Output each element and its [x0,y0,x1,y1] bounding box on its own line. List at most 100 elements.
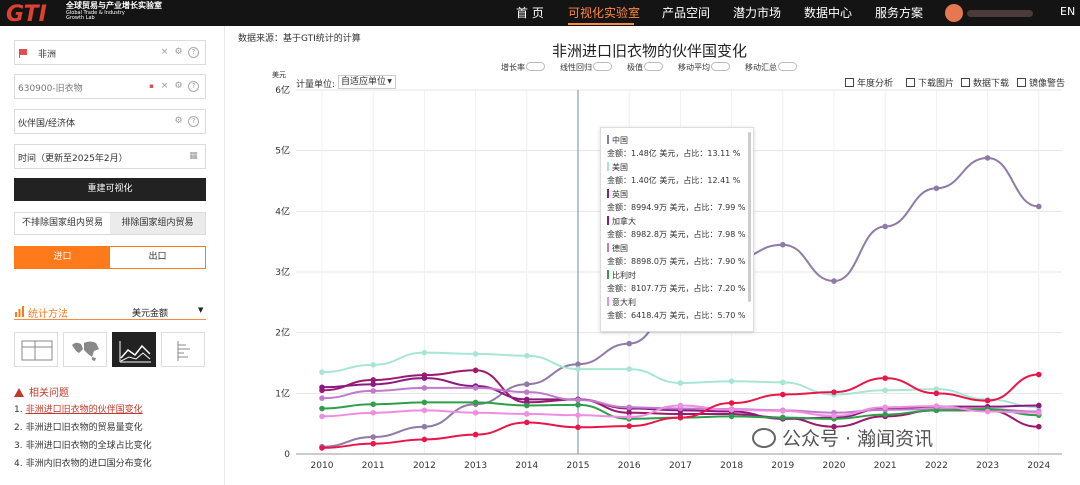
import-tab[interactable]: 进口 [15,247,110,268]
y-tick-label: 1亿 [275,387,290,399]
settings-icon[interactable]: ⚙ [174,116,183,126]
user-name-blurred[interactable] [967,10,1033,17]
related-question[interactable]: 3. 非洲进口旧衣物的全球占比变化 [14,438,152,451]
toggle-switch[interactable] [778,62,797,71]
stat-method-value: 美元金额 [132,309,169,319]
tooltip-series-name: 英国 [607,189,628,200]
calendar-icon[interactable]: ▦ [189,151,198,161]
data-point [421,349,428,356]
data-point [933,407,940,414]
related-link[interactable]: 非洲内旧衣物的进口国分布变化 [25,459,152,469]
wechat-icon [752,428,776,448]
avatar[interactable] [945,4,963,22]
data-source: 数据来源：基于GTI统计的计算 [238,34,361,44]
unit-select[interactable]: 自适应单位 ▼ [338,75,396,89]
nav-item[interactable]: 首 页 [516,6,544,20]
chevron-down-icon: ▼ [387,78,392,85]
viz-list-button[interactable] [161,332,205,367]
help-icon[interactable]: ? [188,81,199,92]
top-nav-bar: GTI 全球贸易与产业增长实验室 Global Trade & Industry… [0,0,1080,26]
gti-logo[interactable]: GTI [6,2,62,24]
series-line [321,373,1039,449]
chart-tool-button[interactable]: 数据下载 [961,76,1009,89]
data-point [319,369,325,375]
logo-text: 全球贸易与产业增长实验室 Global Trade & Industry Gro… [66,2,162,21]
viz-map-button[interactable] [63,332,107,367]
document-icon [1017,78,1026,87]
nav-item[interactable]: 数据中心 [804,6,853,20]
toggle-switch[interactable] [526,62,545,71]
related-question[interactable]: 4. 非洲内旧衣物的进口国分布变化 [14,456,152,469]
help-icon[interactable]: ? [188,47,199,58]
nav-item[interactable]: 可视化实验室 [568,6,641,20]
product-field[interactable]: 630900-旧衣物 × ▪ ⚙ ? [14,74,206,99]
settings-icon[interactable]: ⚙ [174,81,183,91]
warning-icon [14,388,24,397]
data-point [728,413,735,420]
related-question[interactable]: 1. 非洲进口旧衣物的伙伴国变化 [14,402,143,415]
rebuild-button[interactable]: 重建可视化 [14,178,206,201]
nav-item[interactable]: 服务方案 [875,6,924,20]
data-point [319,405,325,412]
nav-item[interactable]: 产品空间 [662,6,711,20]
toggle-label: 移动平均 [678,63,710,72]
series-color-swatch [607,216,609,225]
table-layout-icon [21,340,53,361]
toggle-switch[interactable] [644,62,663,71]
data-point [933,390,940,397]
stat-method-label: 统计方法 [28,309,68,320]
related-link[interactable]: 非洲进口旧衣物的全球占比变化 [25,441,152,451]
nav-item[interactable]: 潜力市场 [733,6,782,20]
x-tick-label: 2011 [362,461,385,471]
line-chart-icon [119,341,151,363]
toggle-switch[interactable] [711,62,730,71]
export-tab[interactable]: 出口 [148,252,167,262]
x-tick-label: 2018 [720,461,743,471]
y-tick-label: 4亿 [275,205,290,217]
data-point [319,395,325,401]
chart-tool-label: 年度分析 [857,79,894,89]
chart-tool-button[interactable]: 年度分析 [845,76,893,89]
x-tick-label: 2014 [515,461,538,471]
x-tick-label: 2013 [464,461,487,471]
series-color-swatch [607,135,609,144]
stat-method-select[interactable]: 统计方法 美元金额 ▼ [14,304,206,320]
time-field[interactable]: 时间（更新至2025年2月） ▦ [14,144,206,169]
data-point [882,404,888,411]
toggle-label: 移动汇总 [745,63,777,72]
include-intra-option[interactable]: 不排除国家组内贸易 [21,218,103,228]
x-tick-label: 2024 [1027,461,1050,471]
series-color-swatch [607,189,609,198]
data-point [472,385,479,391]
x-tick-label: 2019 [771,461,794,471]
data-point [575,361,581,368]
toggle-switch[interactable] [593,62,612,71]
help-icon[interactable]: ? [188,116,199,127]
data-point [421,375,428,381]
region-field[interactable]: 非洲 × ⚙ ? [14,40,206,65]
related-link[interactable]: 非洲进口旧衣物的伙伴国变化 [25,405,143,415]
partner-field[interactable]: 伙伴国/经济体 ⚙ ? [14,109,206,134]
language-switch[interactable]: EN [1060,5,1076,18]
tooltip-amount: 金额：8982.8万 美元，占比：7.98 % [607,230,746,239]
logo-sub1: Global Trade & Industry [66,10,125,16]
toggle-option: 移动平均 [678,62,730,73]
x-tick-label: 2021 [874,461,897,471]
chart-tool-button[interactable]: 下载图片 [906,76,954,89]
viz-table-button[interactable] [14,332,58,367]
related-question[interactable]: 2. 非洲进口旧衣物的贸易量变化 [14,420,143,433]
settings-icon[interactable]: ⚙ [174,47,183,57]
related-link[interactable]: 非洲进口旧衣物的贸易量变化 [25,423,143,433]
chart-tool-label: 下载图片 [918,79,955,89]
viz-line-button[interactable] [112,332,156,367]
clear-icon[interactable]: × [160,81,169,91]
y-tick-label: 2亿 [275,327,290,339]
chart-tool-button[interactable]: 镜像警告 [1017,76,1065,89]
clear-icon[interactable]: × [160,47,169,57]
chart-tool-label: 数据下载 [973,79,1010,89]
exclude-intra-option[interactable]: 排除国家组内贸易 [110,213,205,234]
toggle-label: 增长率 [501,63,525,72]
data-point [319,413,325,420]
tooltip-scrollbar[interactable] [748,132,751,302]
